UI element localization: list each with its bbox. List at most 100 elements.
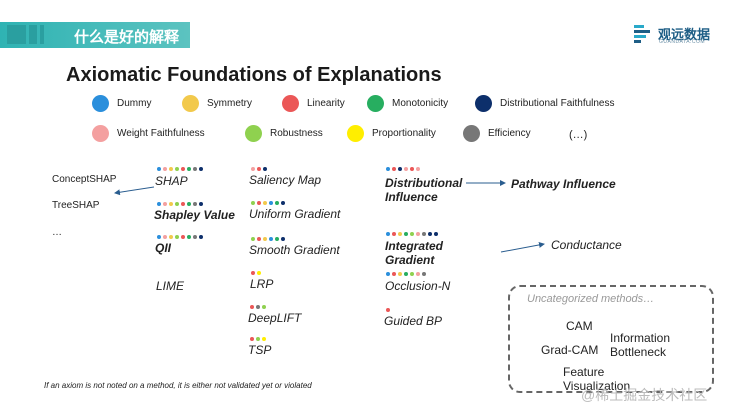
axiom-dot (398, 272, 402, 276)
axiom-dot (398, 232, 402, 236)
axiom-dot (404, 272, 408, 276)
method-lrp: LRP (250, 277, 274, 291)
axiom-dots-shapley-value (157, 202, 205, 207)
method-pathway-influence: Pathway Influence (511, 177, 616, 191)
axiom-dot (181, 235, 185, 239)
logo-subtitle: GUANDATA.COM (659, 39, 706, 45)
method-integrated-gradient: Integrated Gradient (385, 239, 444, 267)
axiom-dot (163, 167, 167, 171)
guandata-logo-icon (634, 25, 650, 43)
axiom-dot (275, 237, 279, 241)
legend-dot (475, 94, 492, 112)
uncategorized-grad-cam: Grad-CAM (541, 343, 599, 357)
header-title: 什么是好的解释 (74, 29, 180, 46)
axiom-dot (263, 237, 267, 241)
axiom-dot (275, 201, 279, 205)
legend-dot (367, 94, 384, 112)
axiom-dot (169, 202, 173, 206)
axiom-dots-qii (157, 235, 205, 240)
legend-dot (347, 124, 364, 142)
arrow-shap-to-derived (114, 186, 155, 196)
legend-item-dummy: Dummy (92, 93, 151, 113)
axiom-dot (157, 235, 161, 239)
legend-dot (92, 124, 109, 142)
axiom-dot (404, 232, 408, 236)
slide-title: Axiomatic Foundations of Explanations (66, 64, 442, 86)
uncategorized-information-bottleneck: Information Bottleneck (610, 331, 671, 359)
axiom-dot (250, 337, 254, 341)
axiom-dot (169, 235, 173, 239)
axiom-dot (157, 202, 161, 206)
legend-dot (182, 94, 199, 112)
axiom-dot (386, 167, 390, 171)
derived-method-ellipsis: … (52, 227, 62, 238)
axiom-dot (193, 235, 197, 239)
axiom-dot (175, 167, 179, 171)
axiom-dot (410, 272, 414, 276)
method-occlusion-n: Occlusion-N (385, 279, 451, 293)
method-tsp: TSP (248, 343, 272, 357)
method-lime: LIME (156, 279, 185, 293)
legend-dot (245, 124, 262, 142)
legend-label: Symmetry (207, 97, 252, 109)
arrow-integrated-to-conductance (500, 241, 545, 253)
legend-item-more: (…) (569, 125, 587, 145)
legend-dot (282, 94, 299, 112)
axiom-dot (262, 337, 266, 341)
axiom-dot (157, 167, 161, 171)
axiom-dot (416, 272, 420, 276)
method-uniform-gradient: Uniform Gradient (249, 207, 341, 221)
axiom-dots-saliency-map (251, 167, 269, 172)
axiom-dots-shap (157, 167, 205, 172)
axiom-dot (404, 167, 408, 171)
axiom-dot (386, 272, 390, 276)
legend-label: (…) (569, 129, 588, 141)
header-decor-square (7, 25, 26, 44)
method-saliency-map: Saliency Map (249, 173, 322, 187)
axiom-dots-guided-bp (386, 308, 392, 313)
axiom-dot (256, 337, 260, 341)
axiom-dots-integrated-gradient (386, 232, 440, 237)
logo-name: 观远数据 (658, 27, 711, 42)
uncategorized-title: Uncategorized methods… (527, 293, 655, 305)
axiom-dot (257, 167, 261, 171)
legend-label: Distributional Faithfulness (500, 97, 615, 109)
axiom-dot (250, 305, 254, 309)
method-smooth-gradient: Smooth Gradient (249, 243, 340, 257)
legend-item-linearity: Linearity (282, 93, 345, 113)
legend-item-robustness: Robustness (245, 123, 323, 143)
axiom-dot (422, 232, 426, 236)
axiom-dot (251, 201, 255, 205)
legend-item-monotonicity: Monotonicity (367, 93, 448, 113)
method-shapley-value: Shapley Value (154, 208, 235, 222)
axiom-dot (199, 167, 203, 171)
axiom-dots-occlusion-n (386, 272, 428, 277)
axiom-dot (251, 237, 255, 241)
axiom-dots-distributional-influence (386, 167, 422, 172)
axiom-dot (263, 167, 267, 171)
legend-item-proportionality: Proportionality (347, 123, 436, 143)
derived-method-conceptshap: ConceptSHAP (52, 174, 117, 185)
method-guided-bp: Guided BP (384, 314, 443, 328)
axiom-dot (422, 272, 426, 276)
axiom-dot (386, 308, 390, 312)
legend-label: Efficiency (488, 127, 531, 139)
legend-dot (463, 124, 480, 142)
axiom-dot (199, 235, 203, 239)
uncategorized-feature-visualization: Feature Visualization (563, 365, 631, 393)
axiom-dot (163, 202, 167, 206)
axiom-dot (251, 271, 255, 275)
axiom-dot (169, 167, 173, 171)
axiom-dot (187, 202, 191, 206)
legend-item-efficiency: Efficiency (463, 123, 531, 143)
method-shap: SHAP (155, 174, 188, 188)
axiom-dot (410, 167, 414, 171)
axiom-dot (398, 167, 402, 171)
legend-item-symmetry: Symmetry (182, 93, 252, 113)
axiom-dot (256, 305, 260, 309)
legend-label: Dummy (117, 97, 152, 109)
axiom-dots-uniform-gradient (251, 201, 287, 206)
axiom-dot (392, 272, 396, 276)
axiom-dot (269, 237, 273, 241)
